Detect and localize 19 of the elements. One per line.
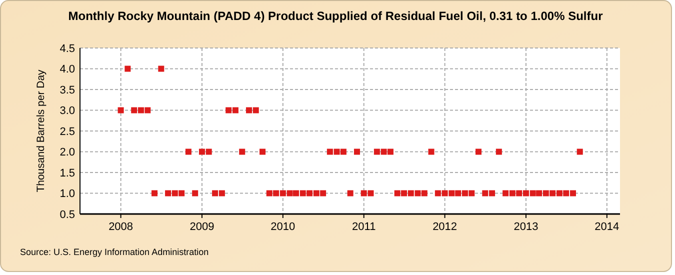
x-tick-label: 2014 xyxy=(594,221,620,233)
y-tick-label: 4.0 xyxy=(60,64,75,76)
y-tick-label: 4.5 xyxy=(60,42,75,55)
y-tick-label: 3.0 xyxy=(60,105,75,118)
y-axis-title: Thousand Barrels per Day xyxy=(35,68,47,192)
y-tick-label: 0.5 xyxy=(60,208,75,221)
y-tick-label: 1.0 xyxy=(60,188,75,200)
x-tick-label: 2013 xyxy=(514,221,538,233)
y-tick-label: 1.5 xyxy=(60,167,75,180)
y-tick-label: 2.0 xyxy=(60,146,75,159)
x-tick-label: 2009 xyxy=(190,221,214,233)
x-tick-label: 2011 xyxy=(352,221,376,233)
source-note: Source: U.S. Energy Information Administration xyxy=(20,247,209,257)
y-tick-label: 3.5 xyxy=(60,84,75,96)
chart-title: Monthly Rocky Mountain (PADD 4) Product Supplied of Residual Fuel Oil, 0.31 to 1.00% Sulfur xyxy=(68,9,604,23)
x-tick-label: 2012 xyxy=(432,221,458,233)
y-tick-label: 2.5 xyxy=(60,126,75,138)
x-tick-label: 2010 xyxy=(270,221,296,233)
x-tick-label: 2008 xyxy=(108,221,134,233)
